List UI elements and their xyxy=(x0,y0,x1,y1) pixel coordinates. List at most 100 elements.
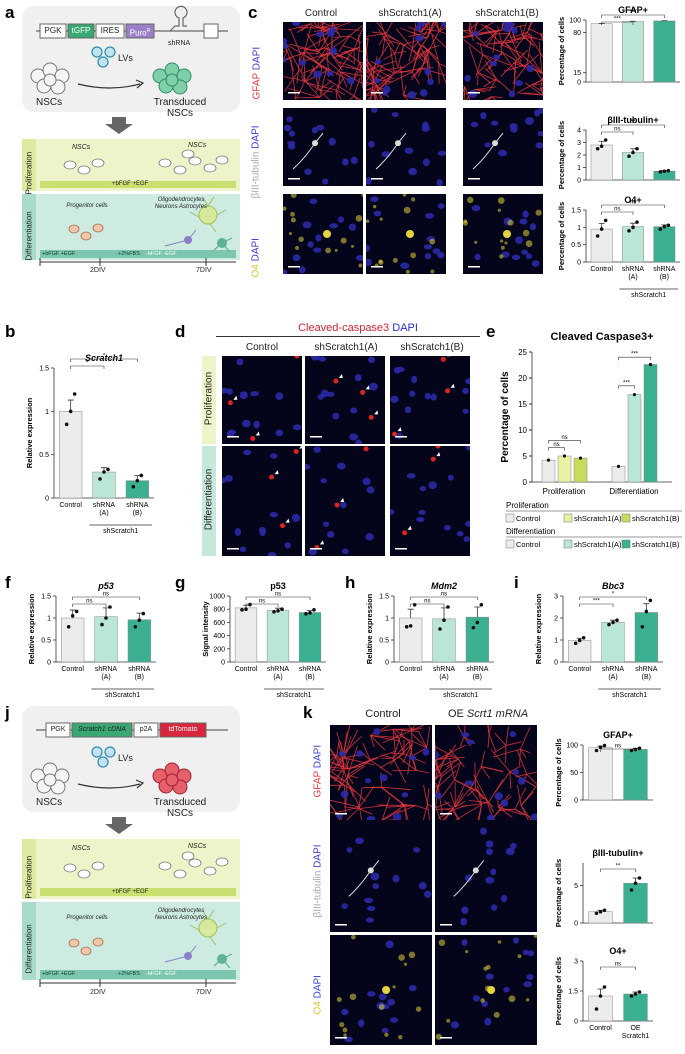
group-label: shScratch1 xyxy=(103,528,138,535)
nsc-cluster-icon xyxy=(30,62,70,95)
panel-label-e: e xyxy=(486,322,496,341)
data-point xyxy=(479,603,484,607)
group-label: shScratch1 xyxy=(276,692,311,699)
chart-title: Scratch1 xyxy=(85,353,123,363)
c-row-o4-label: O4 DAPI xyxy=(250,238,262,278)
data-point xyxy=(616,464,621,468)
x-tick-label: shRNA (B) xyxy=(635,666,658,681)
data-point xyxy=(658,170,663,174)
bar xyxy=(266,610,290,663)
chart-i: 0 1 2 3 Control shRNA (A) shRNA (B) shScratch1 Bbc… xyxy=(534,581,663,699)
legend-label: shScratch1(B) xyxy=(632,514,680,523)
chart-title: Cleaved Caspase3+ xyxy=(550,331,653,343)
y-tick-label: 0 xyxy=(577,80,581,87)
significance-label: ns xyxy=(441,592,447,598)
y-tick-label: 15 xyxy=(573,70,581,77)
y-tick-label: 100 xyxy=(566,743,578,750)
significance-label: ns xyxy=(103,592,109,598)
bar xyxy=(541,459,556,483)
chart-f: 0 0.5 1 1.5 Control shRNA (A) shRNA (B) shScratch… xyxy=(27,581,156,699)
bar xyxy=(298,612,322,663)
y-tick-label: 3 xyxy=(577,140,581,147)
c-micrograph-r0-c2 xyxy=(463,22,543,100)
significance-label: * xyxy=(612,592,615,598)
k-micrograph-r2-c1 xyxy=(435,935,537,1045)
data-point xyxy=(629,888,634,892)
chart-e: Cleaved Caspase3+ 0 5 10 15 20 25 Percentage of… xyxy=(500,331,682,549)
chart-h: 0 0.5 1 1.5 Control shRNA (A) shRNA (B) shScratch… xyxy=(365,581,494,699)
data-point xyxy=(72,392,77,396)
data-point xyxy=(244,607,248,611)
data-point xyxy=(308,611,312,615)
k-micrograph-r0-c0 xyxy=(330,725,432,821)
x-tick-label: shRNA (A) xyxy=(95,666,118,681)
y-tick-label: 0 xyxy=(577,260,581,267)
j-construct-cdna xyxy=(71,722,133,738)
significance-label: ** xyxy=(631,120,636,126)
panel-label-c: c xyxy=(248,3,258,22)
construct-shrna-label: shRNA xyxy=(168,40,191,47)
x-tick-label: shRNA (A) xyxy=(433,666,456,681)
data-point xyxy=(648,362,653,367)
group-label: shScratch1 xyxy=(612,692,647,699)
x-tick-label: OE Scratch1 xyxy=(622,1025,650,1040)
transduced-cluster-icon xyxy=(152,62,192,95)
j-tdtomato-label: tdTomato xyxy=(168,726,198,733)
y-tick-label: 25 xyxy=(518,348,527,357)
data-point xyxy=(666,168,671,173)
data-point xyxy=(442,618,446,622)
bar xyxy=(623,993,648,1022)
legend-label: Control xyxy=(516,514,541,523)
data-point xyxy=(66,625,71,629)
data-point xyxy=(637,876,642,880)
bar xyxy=(94,616,118,663)
x-tick-label: shRNA (A) xyxy=(602,666,625,681)
x-tick-label: shRNA (A) xyxy=(267,666,290,681)
data-point xyxy=(471,625,476,630)
data-point xyxy=(100,622,104,627)
data-point xyxy=(631,150,635,155)
significance-label: *** xyxy=(631,352,639,358)
j-prolif-bar-label: +bFGF +EGF xyxy=(112,889,149,895)
data-point xyxy=(631,225,635,230)
d-col-sha: shScratch1(A) xyxy=(314,342,378,353)
construct-tgfp xyxy=(67,23,95,39)
y-tick-label: 1.5 xyxy=(571,208,581,215)
data-point xyxy=(635,220,639,224)
bar xyxy=(622,21,644,83)
data-point xyxy=(595,234,600,238)
significance-label: ns xyxy=(553,442,559,448)
group-label: shScratch1 xyxy=(105,692,140,699)
data-point xyxy=(598,909,603,914)
data-point xyxy=(594,911,599,916)
group-label: shScratch1 xyxy=(631,292,666,299)
d-micrograph-prolif-c1 xyxy=(305,356,385,444)
y-tick-label: 100 xyxy=(569,18,581,25)
construct-pgk-label: PGK xyxy=(44,26,62,35)
k-row-gfap-label: GFAP DAPI xyxy=(312,744,324,798)
j-nscs-label: NSCs xyxy=(36,797,63,808)
significance-label: ns xyxy=(614,207,620,213)
differentiation-box xyxy=(22,194,240,260)
bar xyxy=(611,466,626,483)
data-point xyxy=(629,748,634,753)
y-tick-label: 1.5 xyxy=(41,594,51,601)
legend-swatch xyxy=(621,513,631,523)
data-point xyxy=(633,881,638,886)
data-point xyxy=(602,908,607,913)
k-col-oe: OE Scrt1 mRNA xyxy=(447,708,529,720)
y-tick-label: 1.5 xyxy=(379,594,389,601)
panel-label-b: b xyxy=(5,322,16,341)
significance-label: * xyxy=(86,361,89,367)
j-div2-label: 2DIV xyxy=(90,989,106,996)
y-tick-label: 0 xyxy=(577,178,581,185)
significance-label: ns xyxy=(259,599,265,605)
legend-swatch xyxy=(505,539,515,549)
data-point xyxy=(595,146,600,151)
y-tick-label: 1.5 xyxy=(568,989,578,996)
x-tick-label: Control xyxy=(59,502,82,509)
y-axis-label: Percentage of cells xyxy=(554,957,563,1025)
x-tick-label: Control xyxy=(399,666,422,673)
y-axis-label: Percentage of cells xyxy=(554,738,563,806)
legend-heading: Proliferation xyxy=(506,501,549,510)
